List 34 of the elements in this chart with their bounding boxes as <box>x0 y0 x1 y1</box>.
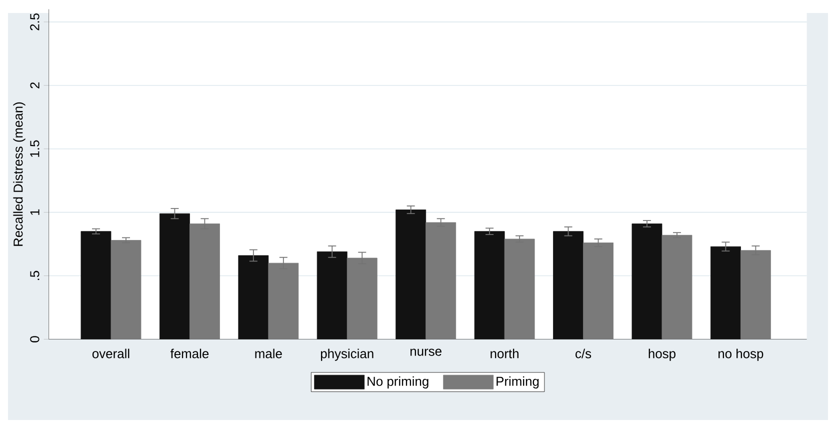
x-tick-label: female <box>170 348 209 358</box>
bar <box>238 255 269 340</box>
bar <box>160 213 190 340</box>
y-tick-label: 1 <box>30 209 40 215</box>
x-tick-label: hosp <box>648 348 676 361</box>
bar <box>426 222 456 340</box>
x-tick-label: nurse <box>410 348 442 356</box>
bar <box>553 231 584 340</box>
bar <box>110 240 142 340</box>
legend-label: No priming <box>368 376 428 388</box>
legend-label: Priming <box>496 376 539 388</box>
y-tick-label: 0 <box>30 336 40 342</box>
x-tick-label: no hosp <box>718 348 764 361</box>
x-tick-label: north <box>490 348 518 358</box>
x-tick-label: overall <box>92 348 130 358</box>
bar <box>80 231 112 340</box>
bar <box>316 251 348 340</box>
y-tick-label: 2 <box>30 82 40 88</box>
y-tick-label: 2.5 <box>30 13 40 30</box>
bar <box>662 234 692 340</box>
bar <box>504 238 535 340</box>
bar <box>396 210 426 340</box>
bar <box>632 224 662 340</box>
x-tick-label: male <box>255 348 282 358</box>
y-axis-title: Recalled Distress (mean) <box>13 102 26 246</box>
bar <box>710 246 741 340</box>
bar <box>740 250 771 340</box>
y-tick-label: .5 <box>30 270 40 280</box>
x-tick-label: physician <box>320 348 374 361</box>
bar <box>583 242 614 340</box>
x-tick-label: c/s <box>576 348 592 358</box>
bar <box>474 231 505 340</box>
bar <box>190 224 220 340</box>
y-tick-label: 1.5 <box>30 140 40 157</box>
